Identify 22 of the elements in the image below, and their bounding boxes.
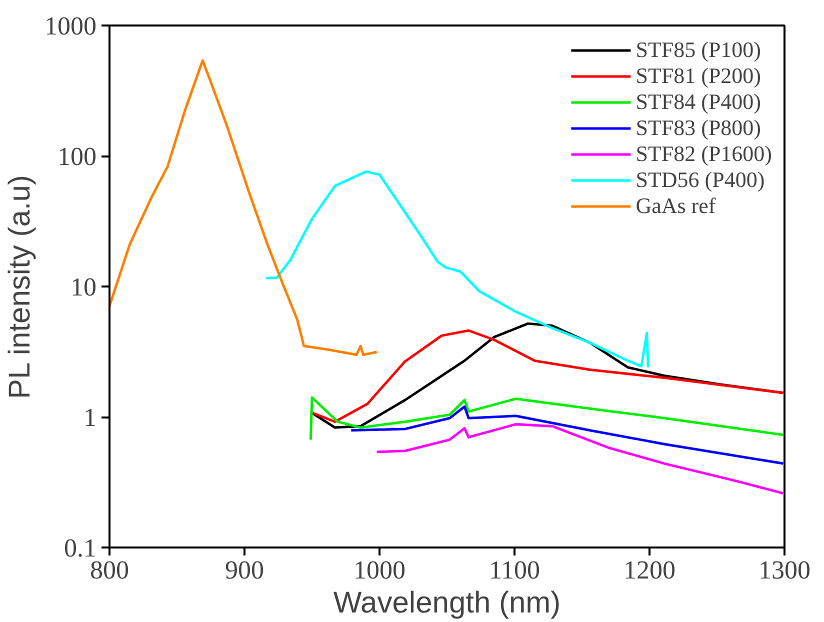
- y-tick-label: 1: [84, 403, 96, 432]
- line-series: [110, 59, 378, 356]
- y-tick-label: 1000: [44, 12, 96, 40]
- x-tick-label: 1100: [488, 556, 540, 584]
- x-axis-title: Wavelength (nm): [333, 586, 561, 620]
- x-tick-label: 1200: [624, 556, 676, 584]
- legend-label: STF84 (P400): [636, 89, 761, 115]
- legend-label: STF85 (P100): [636, 37, 761, 63]
- legend-label: STF81 (P200): [636, 63, 761, 89]
- line-series: [309, 396, 784, 441]
- legend-label: GaAs ref: [636, 193, 716, 219]
- line-series: [376, 422, 784, 495]
- x-tick-label: 900: [225, 556, 264, 584]
- legend-label: STD56 (P400): [636, 167, 765, 193]
- line-series: [350, 405, 784, 465]
- x-tick-label: 1300: [758, 556, 810, 584]
- y-tick-label: 10: [70, 272, 96, 302]
- x-tick-label: 1000: [354, 556, 406, 584]
- legend-label: STF82 (P1600): [636, 141, 772, 167]
- legend-label: STF83 (P800): [636, 115, 761, 141]
- y-axis-title: PL intensity (a.u): [4, 175, 36, 400]
- y-tick-label: 100: [58, 142, 96, 171]
